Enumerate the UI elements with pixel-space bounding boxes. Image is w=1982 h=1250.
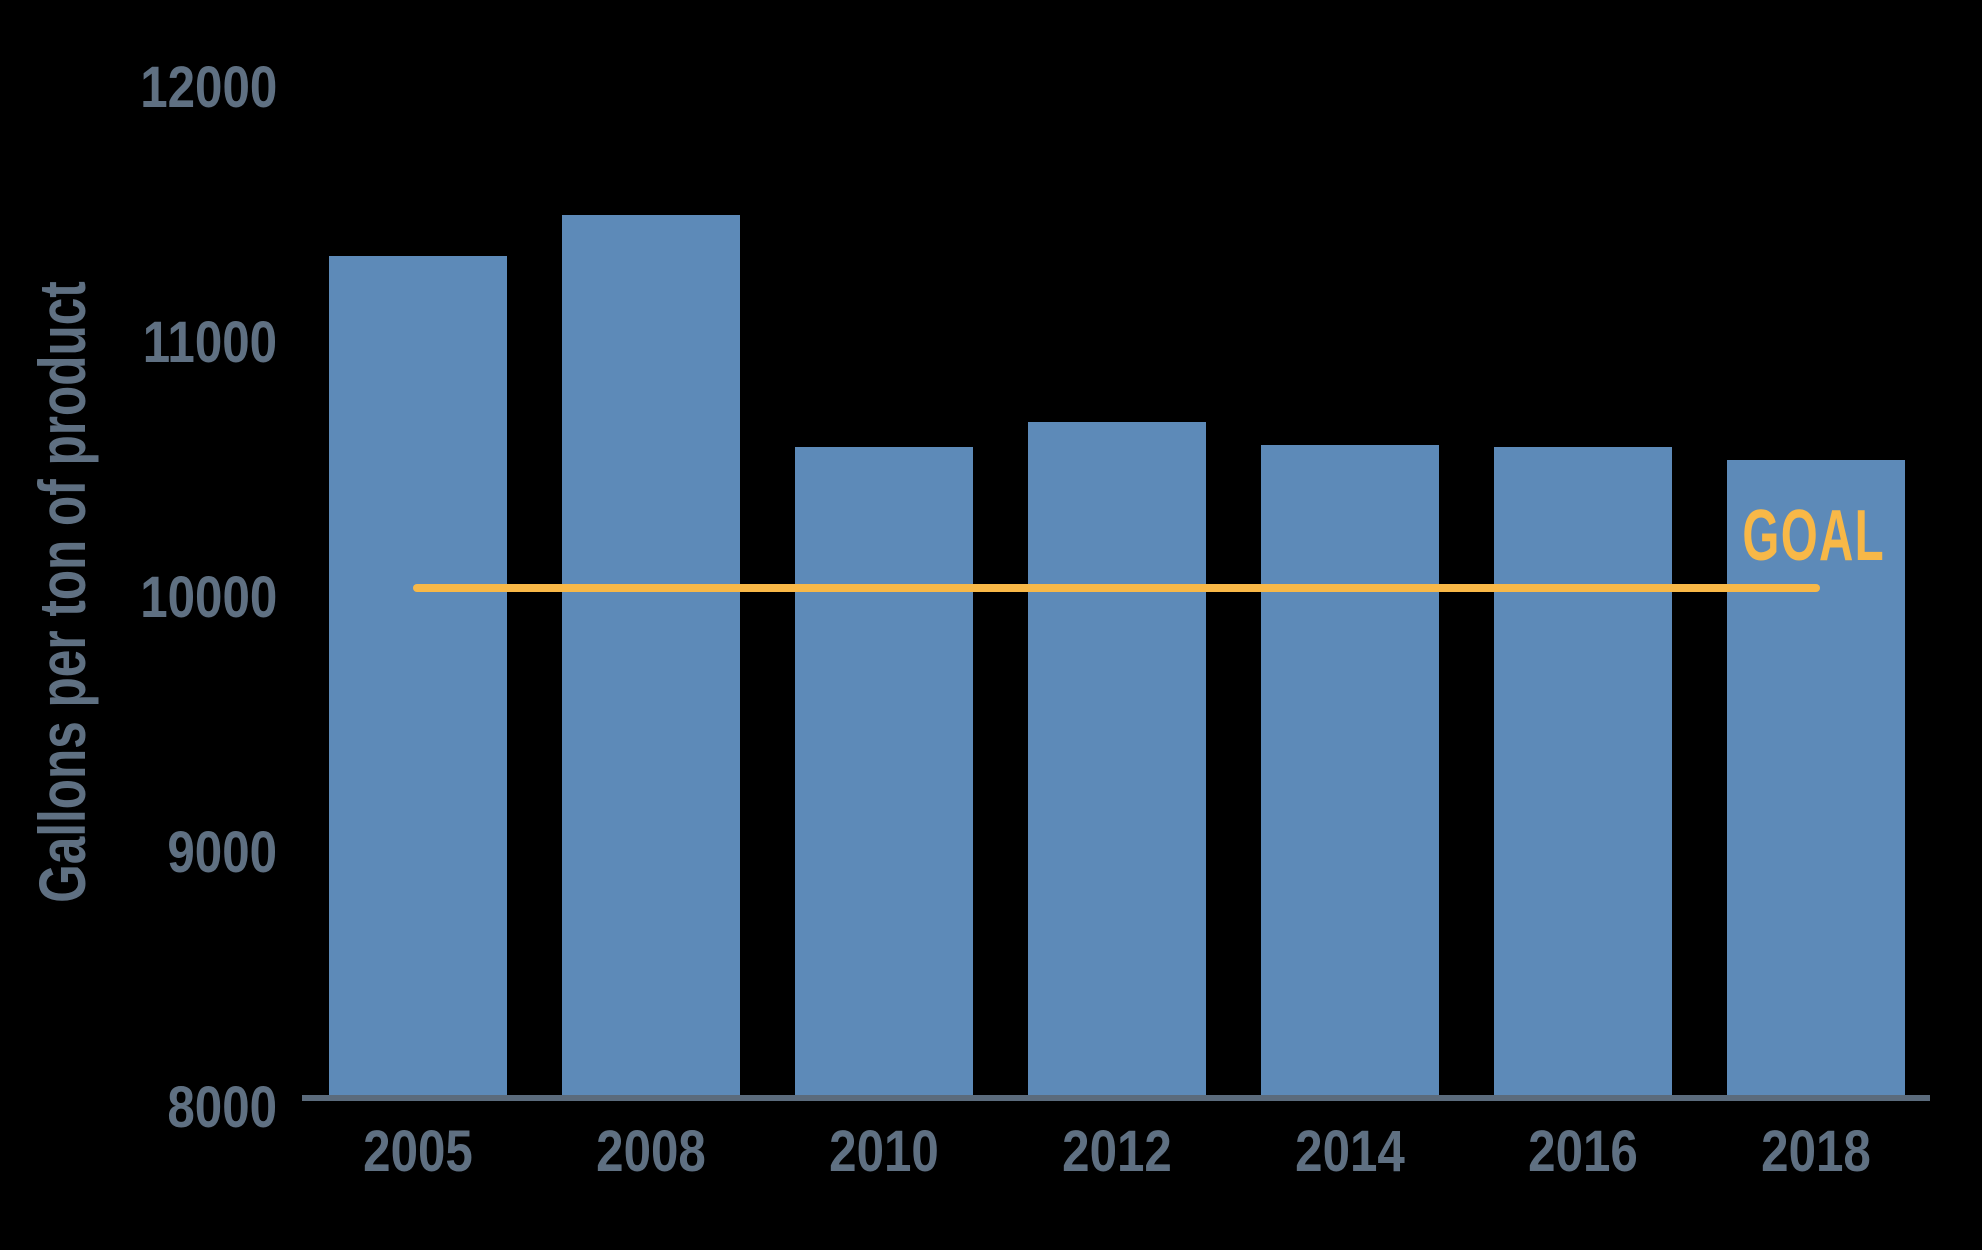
bar-2018 bbox=[1727, 460, 1905, 1099]
x-axis-label-2016: 2016 bbox=[1528, 1119, 1638, 1185]
y-tick-label-11000: 11000 bbox=[142, 309, 277, 375]
goal-label: GOAL bbox=[1742, 496, 1885, 576]
bar-2010 bbox=[795, 447, 973, 1099]
x-axis-label-2012: 2012 bbox=[1062, 1119, 1172, 1185]
bar-2016 bbox=[1494, 447, 1672, 1099]
bar-2008 bbox=[562, 215, 740, 1099]
y-tick-label-9000: 9000 bbox=[167, 819, 277, 885]
x-axis-label-2005: 2005 bbox=[363, 1119, 473, 1185]
bar-2014 bbox=[1261, 444, 1439, 1099]
x-axis-line bbox=[302, 1095, 1930, 1101]
bar-2005 bbox=[329, 256, 507, 1099]
goal-line bbox=[413, 583, 1820, 592]
bar-2012 bbox=[1028, 421, 1206, 1099]
x-axis-label-2010: 2010 bbox=[829, 1119, 939, 1185]
y-tick-label-12000: 12000 bbox=[139, 54, 277, 120]
y-tick-label-10000: 10000 bbox=[139, 564, 277, 630]
y-axis-title: Gallons per ton of product bbox=[25, 281, 99, 903]
x-axis-label-2008: 2008 bbox=[596, 1119, 706, 1185]
x-axis-label-2018: 2018 bbox=[1761, 1119, 1871, 1185]
y-tick-label-8000: 8000 bbox=[167, 1074, 277, 1140]
x-axis-label-2014: 2014 bbox=[1295, 1119, 1405, 1185]
